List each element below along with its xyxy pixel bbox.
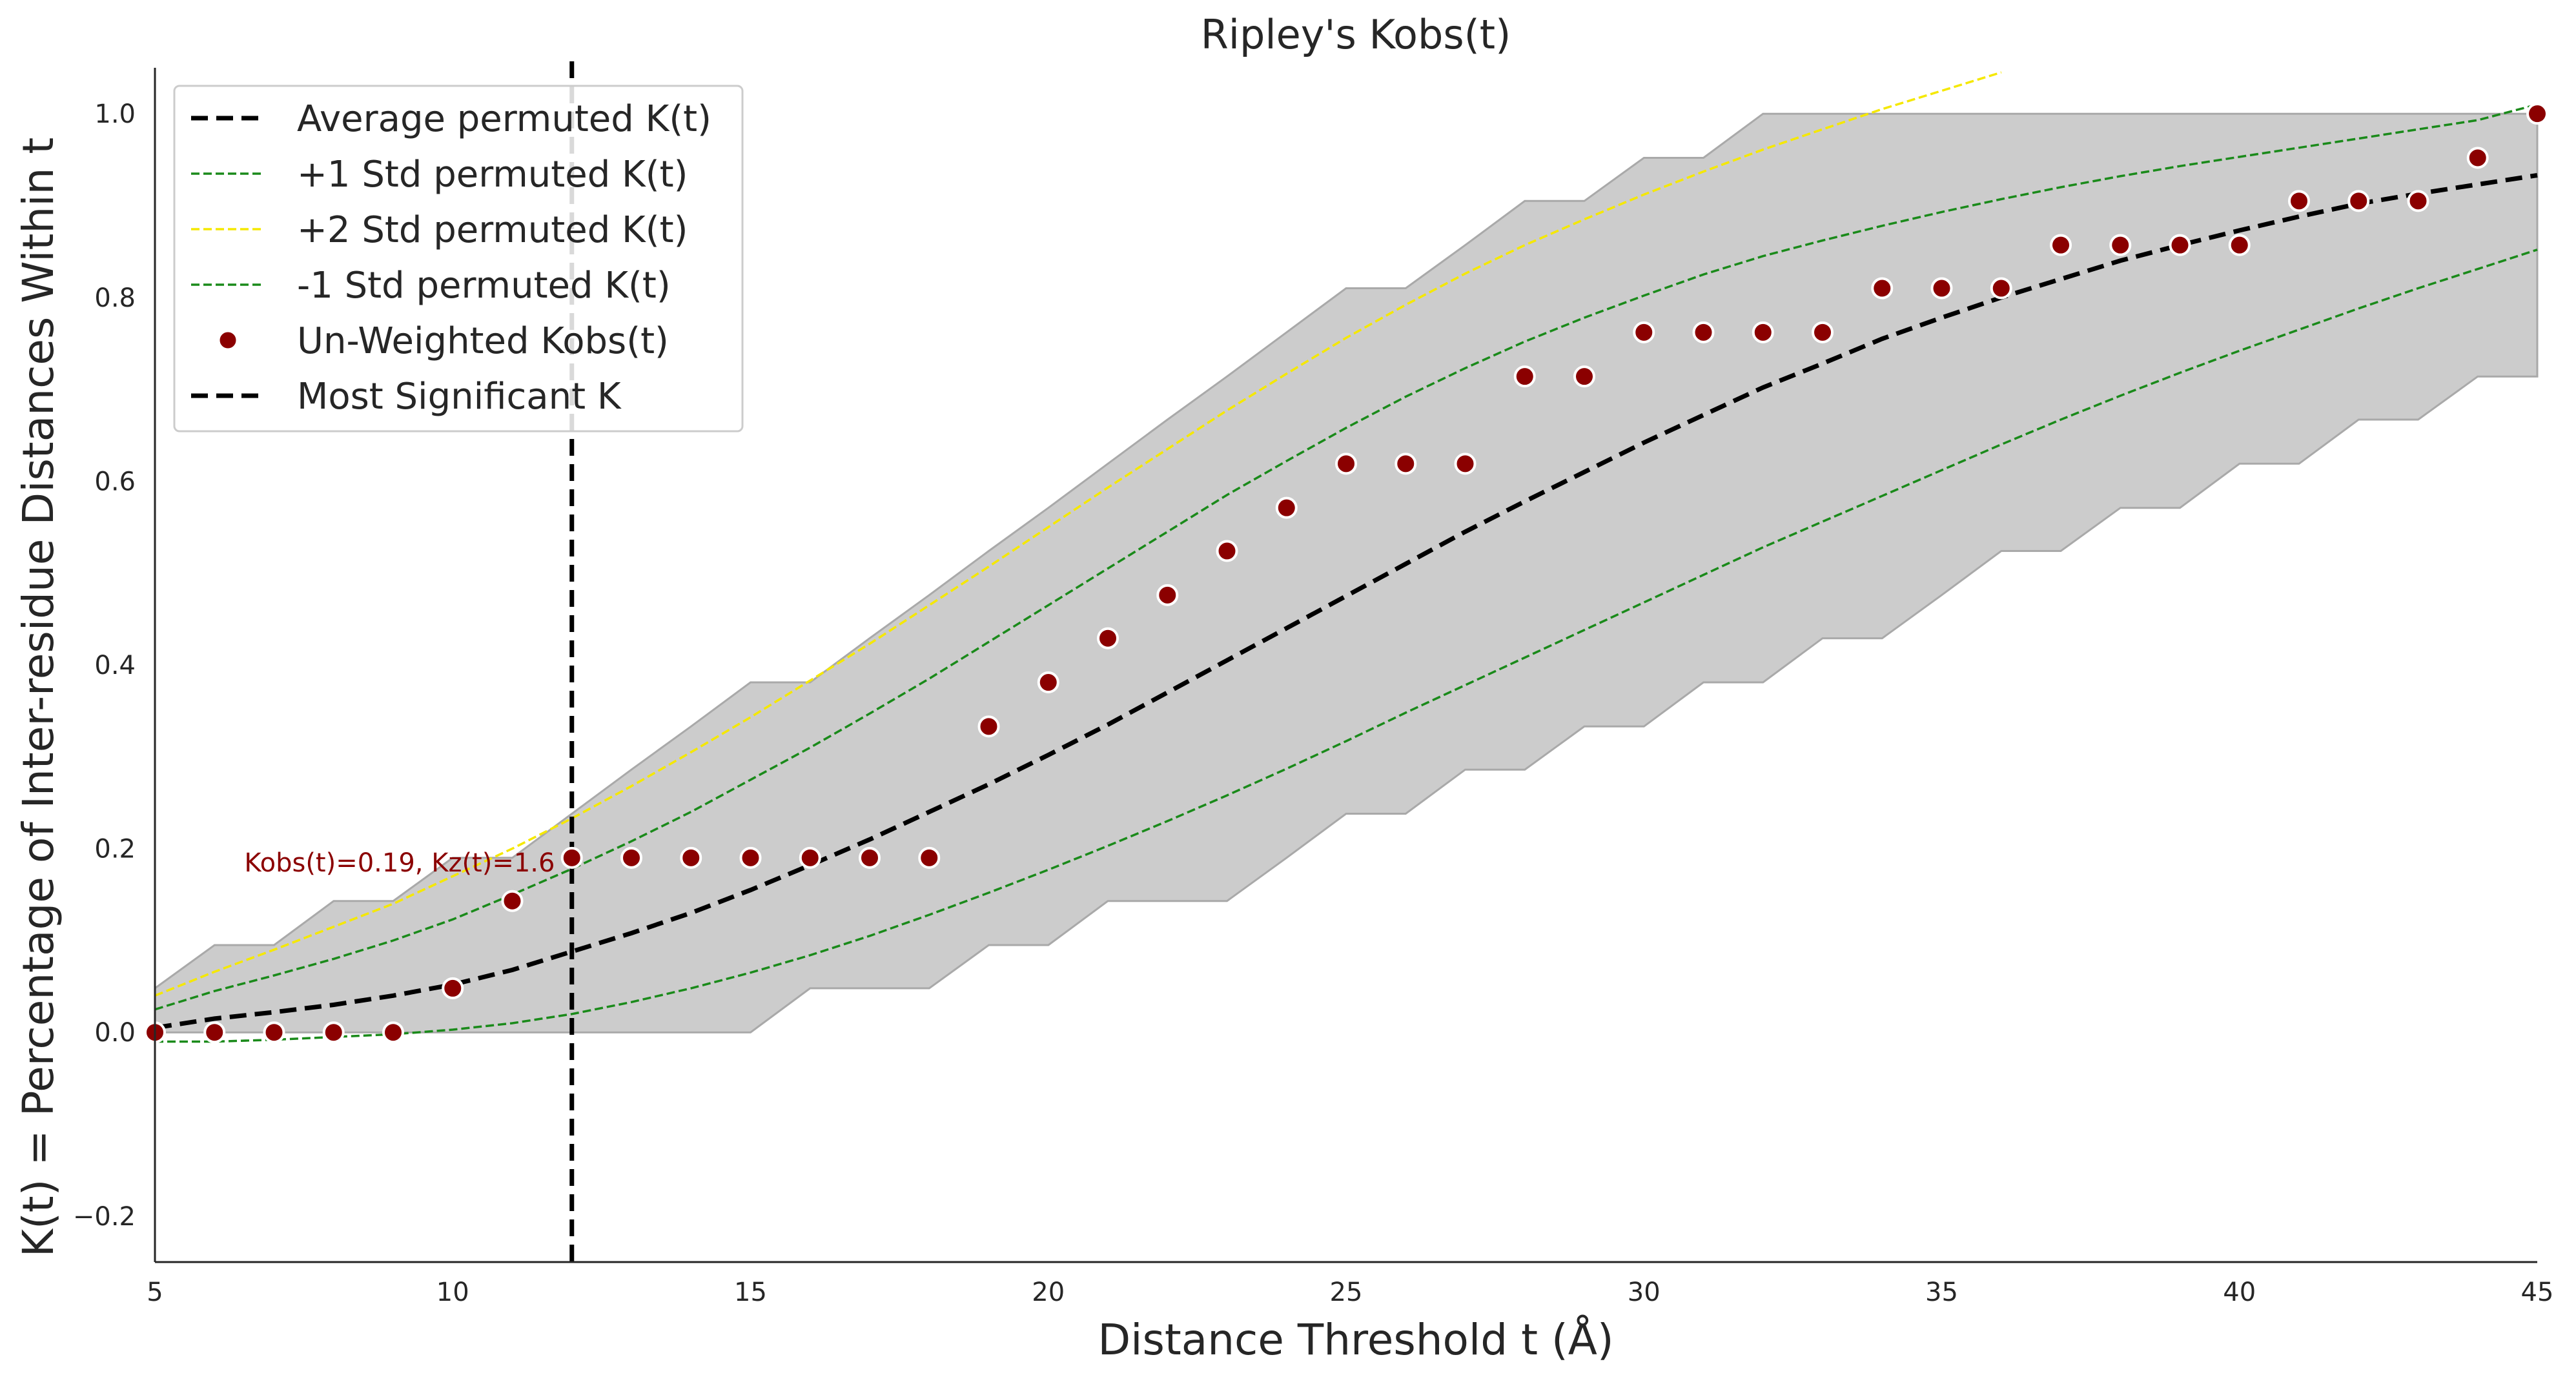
kobs-point xyxy=(2169,234,2191,256)
kobs-point xyxy=(2050,234,2072,256)
chart-title: Ripley's Kobs(t) xyxy=(1201,11,1511,58)
y-axis-label: K(t) = Percentage of Inter-residue Dista… xyxy=(14,138,63,1257)
legend: Average permuted K(t) +1 Std permuted K(t… xyxy=(173,85,744,433)
kobs-point xyxy=(1216,540,1238,562)
annotation-text: Kobs(t)=0.19, Kz(t)=1.6 xyxy=(244,848,555,878)
kobs-point xyxy=(620,846,642,869)
kobs-point xyxy=(1573,365,1595,388)
y-tick-label: 0.0 xyxy=(94,1018,136,1048)
kobs-point xyxy=(680,846,702,869)
x-axis-label: Distance Threshold t (Å) xyxy=(1098,1315,1613,1365)
x-tick-label: 5 xyxy=(147,1278,163,1307)
kobs-point xyxy=(442,977,464,999)
legend-label: Un-Weighted Kobs(t) xyxy=(297,320,669,362)
legend-label: Average permuted K(t) xyxy=(297,98,711,140)
legend-label: +2 Std permuted K(t) xyxy=(297,209,688,251)
series-line-3 xyxy=(155,249,2538,1043)
x-tick-label: 10 xyxy=(436,1278,469,1307)
kobs-point xyxy=(1156,584,1179,606)
kobs-point xyxy=(203,1021,226,1044)
y-tick-label: 0.8 xyxy=(94,283,136,313)
y-tick-label: 0.2 xyxy=(94,835,136,864)
kobs-point xyxy=(799,846,821,869)
kobs-point xyxy=(263,1021,285,1044)
kobs-point xyxy=(2347,190,2370,212)
kobs-point xyxy=(1513,365,1536,388)
y-tick-label: −0.2 xyxy=(73,1202,136,1232)
kobs-point xyxy=(2109,234,2132,256)
legend-box xyxy=(173,85,744,433)
series-line-0 xyxy=(154,173,2538,1030)
kobs-point xyxy=(1395,453,1417,475)
kobs-point xyxy=(1692,321,1715,343)
kobs-point xyxy=(1930,277,1953,300)
kobs-point xyxy=(560,846,583,869)
series-line-1 xyxy=(154,103,2538,1011)
kobs-point xyxy=(1335,453,1357,475)
kobs-point xyxy=(2228,234,2251,256)
kobs-point xyxy=(859,846,881,869)
series-line-2 xyxy=(154,71,2002,997)
legend-label: Most Significant K xyxy=(297,376,622,418)
kobs-point xyxy=(1275,496,1298,519)
x-tick-label: 35 xyxy=(1925,1278,1958,1307)
kobs-point xyxy=(739,846,762,869)
y-tick-label: 0.4 xyxy=(94,651,136,680)
kobs-point xyxy=(501,890,524,912)
kobs-point xyxy=(2526,103,2548,125)
kobs-point xyxy=(2407,190,2429,212)
kobs-point xyxy=(918,846,941,869)
x-tick-label: 25 xyxy=(1330,1278,1363,1307)
x-tick-label: 45 xyxy=(2521,1278,2554,1307)
legend-label: +1 Std permuted K(t) xyxy=(297,154,688,196)
kobs-point xyxy=(2466,147,2489,169)
y-tick-label: 1.0 xyxy=(94,99,136,129)
kobs-point xyxy=(322,1021,345,1044)
kobs-point xyxy=(382,1021,404,1044)
envelope-band xyxy=(154,112,2539,1034)
kobs-point xyxy=(1454,453,1477,475)
kobs-point xyxy=(1871,277,1894,300)
x-tick-label: 20 xyxy=(1032,1278,1065,1307)
kobs-point xyxy=(2288,190,2310,212)
legend-marker xyxy=(218,330,238,351)
kobs-point xyxy=(1037,671,1059,694)
x-tick-label: 15 xyxy=(734,1278,767,1307)
x-tick-label: 30 xyxy=(1628,1278,1661,1307)
kobs-point xyxy=(977,715,1000,738)
kobs-point xyxy=(1812,321,1834,343)
kobs-point xyxy=(1097,627,1119,649)
kobs-point xyxy=(1633,321,1655,343)
y-tick-label: 0.6 xyxy=(94,467,136,496)
x-tick-label: 40 xyxy=(2223,1278,2256,1307)
kobs-point xyxy=(1752,321,1774,343)
kobs-point xyxy=(1990,277,2012,300)
legend-label: -1 Std permuted K(t) xyxy=(297,265,671,307)
